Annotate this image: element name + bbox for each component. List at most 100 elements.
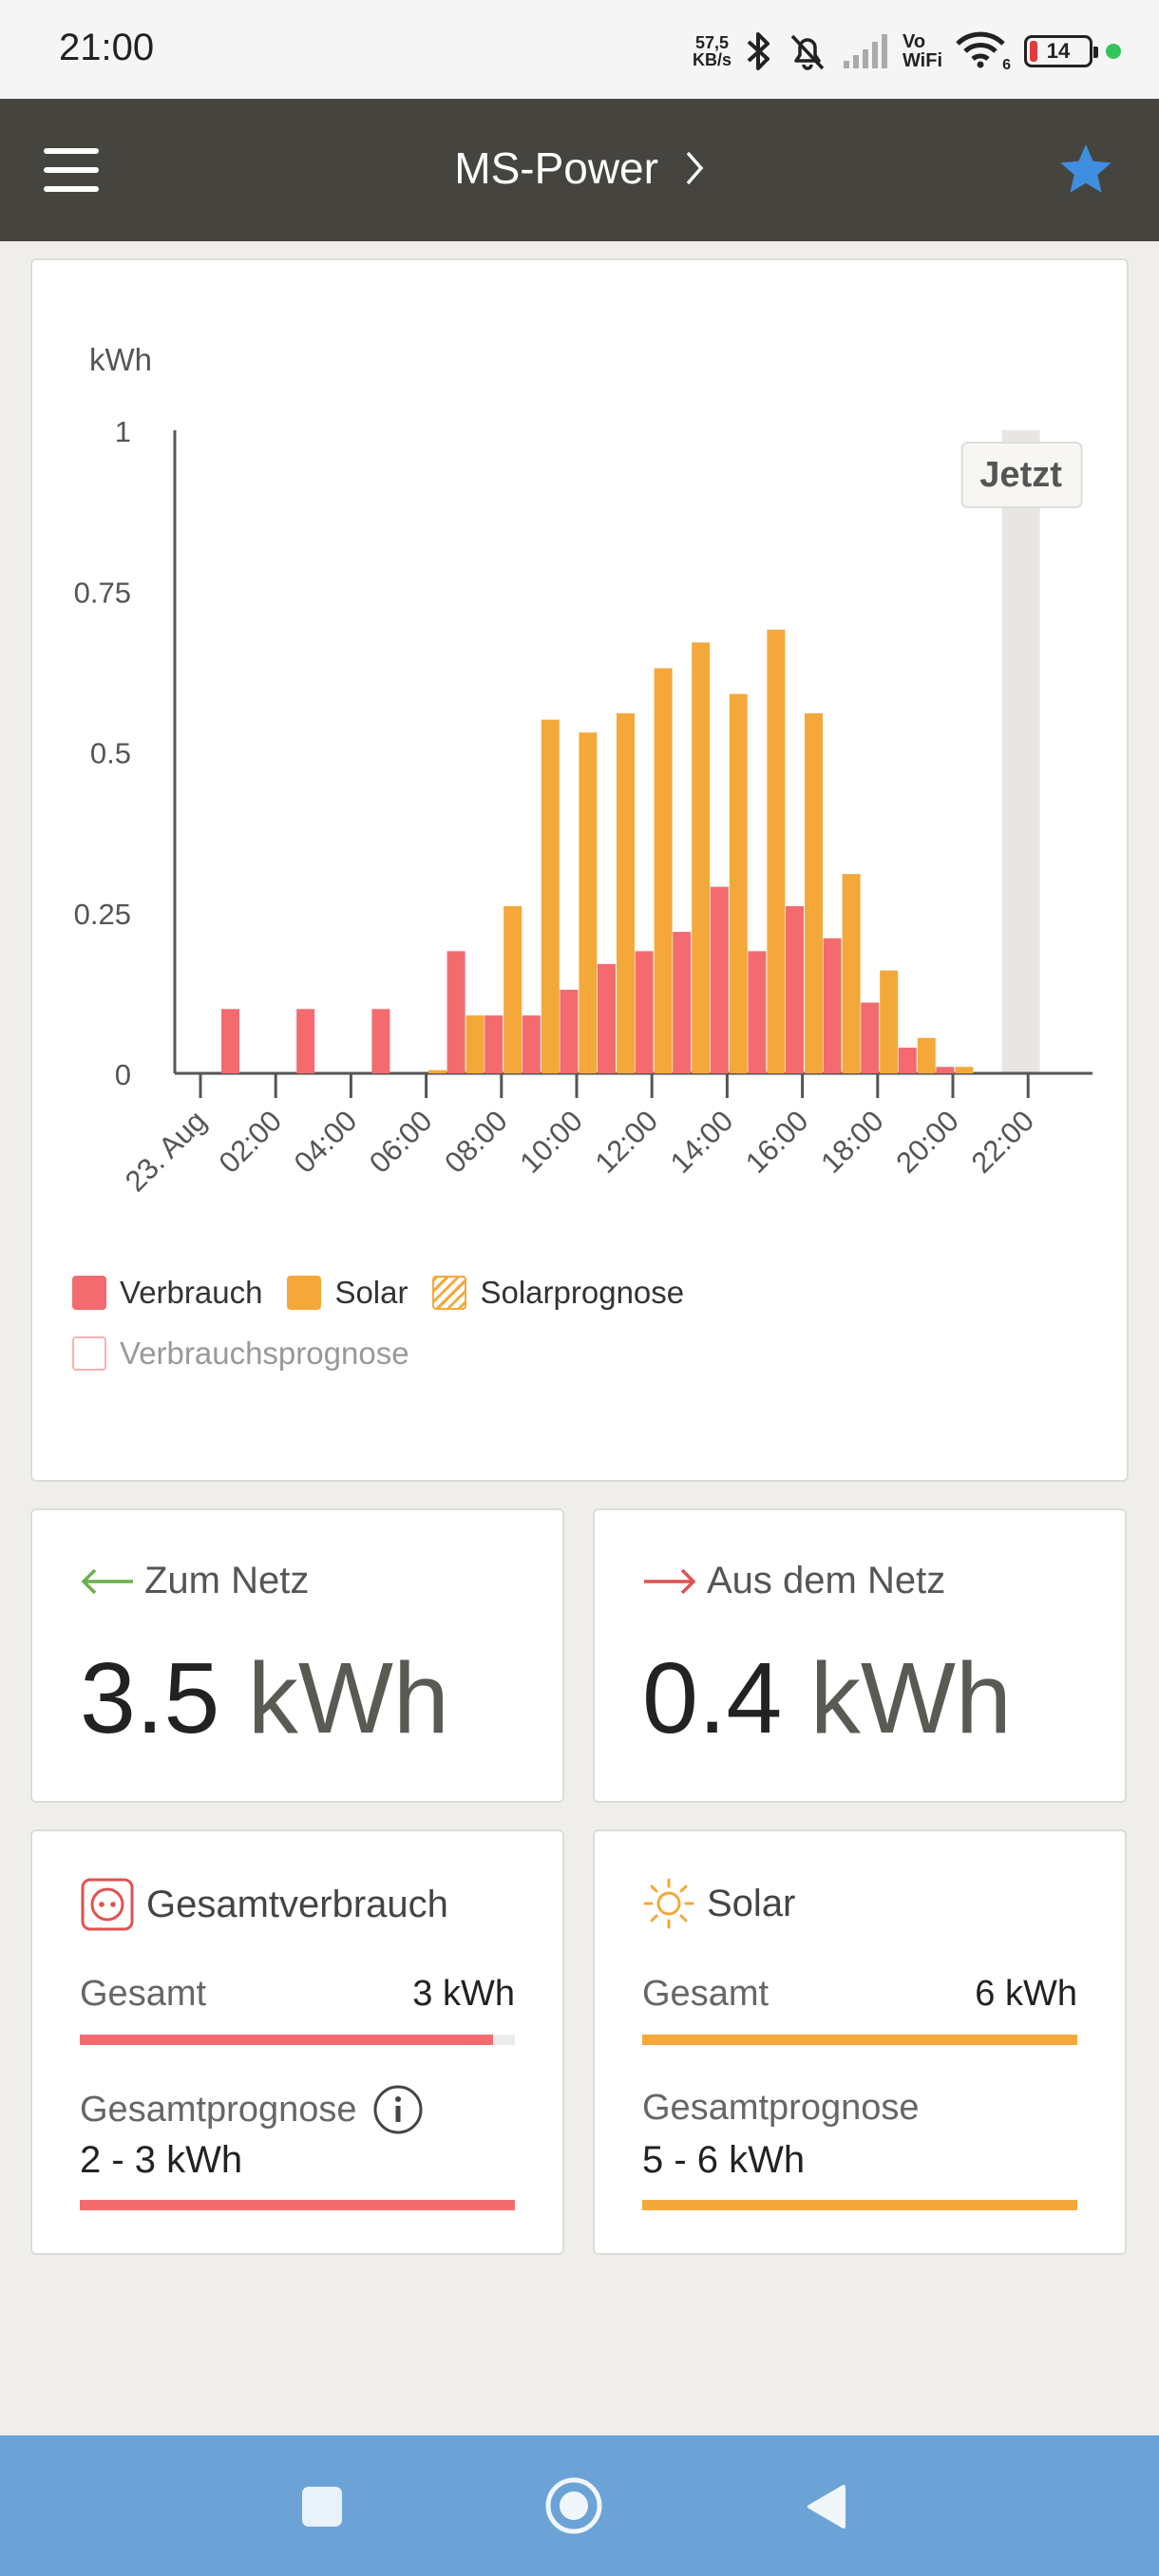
x-tick-label: 10:00 bbox=[513, 1104, 589, 1180]
solar-title: Solar bbox=[642, 1877, 795, 1930]
wifi-icon: 6 bbox=[956, 30, 1011, 73]
x-tick-label: 22:00 bbox=[965, 1104, 1041, 1180]
bar-verbrauch bbox=[710, 886, 729, 1073]
x-tick-label: 06:00 bbox=[363, 1104, 439, 1180]
arrow-right-icon bbox=[644, 1568, 696, 1594]
legend-label-verbrauchsprognose: Verbrauchsprognose bbox=[120, 1335, 409, 1371]
to-grid-value: 3.5 kWh bbox=[80, 1641, 449, 1756]
from-grid-number: 0.4 bbox=[642, 1642, 783, 1754]
x-tick-label: 23. Aug bbox=[119, 1104, 213, 1198]
consumption-total-value: 3 kWh bbox=[412, 1974, 515, 2014]
bar-verbrauch bbox=[673, 932, 692, 1073]
status-icons: 57,5 KB/s Vo WiFi bbox=[693, 25, 1121, 78]
info-icon[interactable] bbox=[372, 2084, 424, 2135]
status-bar: 21:00 57,5 KB/s Vo WiFi bbox=[0, 0, 1159, 99]
solar-forecast-bar bbox=[642, 2200, 1077, 2210]
x-tick-label: 02:00 bbox=[213, 1104, 289, 1180]
app-bar: MS-Power bbox=[0, 99, 1159, 241]
legend-item-solar[interactable]: Solar bbox=[287, 1275, 408, 1311]
consumption-forecast-label-text: Gesamtprognose bbox=[80, 2089, 357, 2130]
from-grid-card[interactable]: Aus dem Netz 0.4 kWh bbox=[593, 1508, 1127, 1803]
bar-solar bbox=[805, 712, 823, 1073]
site-title[interactable]: MS-Power bbox=[0, 142, 1159, 194]
now-marker-band bbox=[1001, 430, 1040, 1073]
bar-verbrauch bbox=[560, 989, 579, 1073]
x-tick-label: 20:00 bbox=[889, 1104, 965, 1180]
legend-label-verbrauch: Verbrauch bbox=[120, 1275, 263, 1310]
bell-muted-icon bbox=[790, 34, 825, 70]
bar-solar bbox=[466, 1015, 484, 1073]
bar-verbrauch bbox=[221, 1009, 239, 1073]
x-tick-label: 08:00 bbox=[438, 1104, 514, 1180]
solar-card[interactable]: Solar Gesamt 6 kWh Gesamtprognose 5 - 6 … bbox=[593, 1829, 1127, 2255]
bluetooth-icon bbox=[747, 32, 770, 70]
to-grid-unit: kWh bbox=[247, 1642, 449, 1754]
solar-title-text: Solar bbox=[707, 1882, 796, 1924]
bar-verbrauch bbox=[371, 1009, 390, 1073]
status-time: 21:00 bbox=[59, 27, 155, 68]
consumption-title-text: Gesamtverbrauch bbox=[146, 1883, 448, 1925]
x-tick-label: 14:00 bbox=[664, 1104, 740, 1180]
solar-forecast-value: 5 - 6 kWh bbox=[642, 2139, 806, 2181]
consumption-forecast-bar bbox=[80, 2200, 515, 2210]
x-tick-label: 18:00 bbox=[814, 1104, 890, 1180]
star-icon[interactable] bbox=[1056, 141, 1115, 199]
socket-icon bbox=[81, 1878, 134, 1931]
legend-swatch-solar bbox=[287, 1276, 322, 1310]
back-button[interactable] bbox=[804, 2483, 847, 2530]
network-speed-unit: KB/s bbox=[692, 50, 732, 69]
y-tick-label: 0.5 bbox=[90, 737, 131, 770]
bar-verbrauch bbox=[898, 1047, 917, 1073]
chevron-right-icon bbox=[684, 146, 705, 193]
recents-button[interactable] bbox=[300, 2485, 344, 2529]
bar-solar bbox=[729, 693, 748, 1073]
from-grid-label-text: Aus dem Netz bbox=[707, 1560, 946, 1601]
legend-swatch-verbrauchsprognose bbox=[72, 1336, 106, 1371]
arrow-left-icon bbox=[81, 1568, 133, 1594]
consumption-total-label: Gesamt bbox=[80, 1974, 207, 2014]
consumption-total-bar bbox=[80, 2035, 515, 2045]
solar-total-bar-fill bbox=[642, 2035, 1077, 2045]
bar-verbrauch bbox=[748, 951, 767, 1073]
site-title-text: MS-Power bbox=[454, 143, 658, 193]
legend-item-solarprognose[interactable]: Solarprognose bbox=[432, 1275, 684, 1311]
bar-verbrauch bbox=[484, 1015, 504, 1073]
solar-total-row: Gesamt 6 kWh bbox=[642, 1974, 1077, 2015]
legend-item-verbrauch[interactable]: Verbrauch bbox=[72, 1275, 262, 1311]
solar-total-bar bbox=[642, 2035, 1077, 2045]
bar-solar bbox=[880, 970, 899, 1073]
home-button[interactable] bbox=[543, 2475, 604, 2536]
legend-item-verbrauchsprognose[interactable]: Verbrauchsprognose bbox=[72, 1335, 409, 1372]
bar-verbrauch bbox=[296, 1009, 315, 1073]
bar-solar bbox=[692, 642, 711, 1073]
consumption-forecast-value: 2 - 3 kWh bbox=[80, 2139, 243, 2181]
consumption-title: Gesamtverbrauch bbox=[80, 1877, 448, 1932]
bar-verbrauch bbox=[598, 963, 616, 1073]
bar-verbrauch bbox=[786, 905, 804, 1073]
y-tick-label: 1 bbox=[115, 415, 131, 448]
bar-verbrauch bbox=[936, 1067, 955, 1073]
bar-solar bbox=[917, 1037, 936, 1073]
x-tick-label: 12:00 bbox=[589, 1104, 665, 1180]
network-speed: 57,5 KB/s bbox=[693, 34, 732, 68]
y-axis-label: kWh bbox=[89, 342, 152, 377]
bar-verbrauch bbox=[522, 1015, 541, 1073]
consumption-card[interactable]: Gesamtverbrauch Gesamt 3 kWh Gesamtprogn… bbox=[30, 1829, 564, 2255]
solar-forecast-bar-fill bbox=[642, 2200, 1077, 2210]
battery-level: 14 bbox=[1046, 39, 1071, 63]
solar-total-label: Gesamt bbox=[642, 1974, 770, 2014]
consumption-forecast-label: Gesamtprognose bbox=[80, 2084, 424, 2135]
bar-solar bbox=[767, 629, 786, 1073]
legend-label-solar: Solar bbox=[334, 1275, 408, 1310]
to-grid-card[interactable]: Zum Netz 3.5 kWh bbox=[30, 1508, 564, 1803]
to-grid-number: 3.5 bbox=[80, 1642, 220, 1754]
solar-forecast-label: Gesamtprognose bbox=[642, 2088, 920, 2128]
y-tick-label: 0 bbox=[115, 1058, 131, 1091]
x-tick-label: 04:00 bbox=[288, 1104, 364, 1180]
bar-verbrauch bbox=[446, 951, 466, 1073]
wifi-badge: 6 bbox=[1002, 57, 1011, 73]
y-tick-label: 0.75 bbox=[74, 576, 131, 609]
bar-solar bbox=[842, 874, 861, 1073]
hamburger-icon[interactable] bbox=[44, 148, 99, 192]
bar-solar bbox=[428, 1070, 446, 1073]
